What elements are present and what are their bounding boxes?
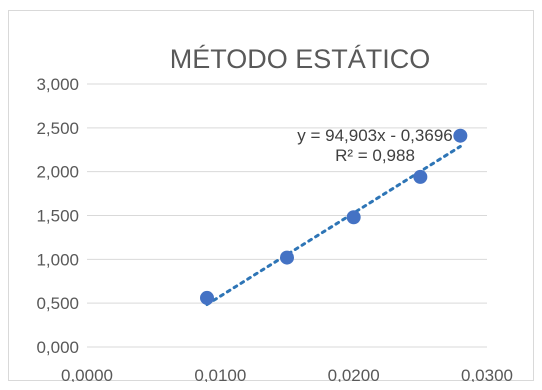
y-tick-label: 0,000 bbox=[36, 338, 79, 357]
x-tick-label: 0,0200 bbox=[328, 366, 380, 382]
data-point bbox=[200, 290, 214, 305]
x-tick-label: 0,0000 bbox=[61, 366, 113, 382]
x-tick-label: 0,0100 bbox=[194, 366, 246, 382]
trendline-equation: y = 94,903x - 0,3696 bbox=[297, 126, 452, 145]
y-tick-label: 0,500 bbox=[36, 294, 79, 313]
x-tick-label: 0,0300 bbox=[461, 366, 513, 382]
data-point bbox=[280, 250, 294, 265]
chart-title: MÉTODO ESTÁTICO bbox=[170, 44, 431, 74]
chart-area: MÉTODO ESTÁTICO 0,000 0,500 1,000 1,500 2,00… bbox=[8, 10, 534, 382]
y-tick-label: 3,000 bbox=[36, 75, 79, 94]
y-tick-label: 2,000 bbox=[36, 163, 79, 182]
y-tick-label: 2,500 bbox=[36, 119, 79, 138]
data-point bbox=[453, 128, 468, 143]
scatter-chart: MÉTODO ESTÁTICO 0,000 0,500 1,000 1,500 2,00… bbox=[36, 44, 513, 382]
y-tick-label: 1,500 bbox=[36, 207, 79, 226]
data-point bbox=[346, 210, 361, 225]
data-point bbox=[413, 169, 428, 184]
trendline-r-squared: R² = 0,988 bbox=[335, 146, 415, 165]
y-tick-label: 1,000 bbox=[36, 250, 79, 269]
trendline bbox=[205, 144, 462, 307]
